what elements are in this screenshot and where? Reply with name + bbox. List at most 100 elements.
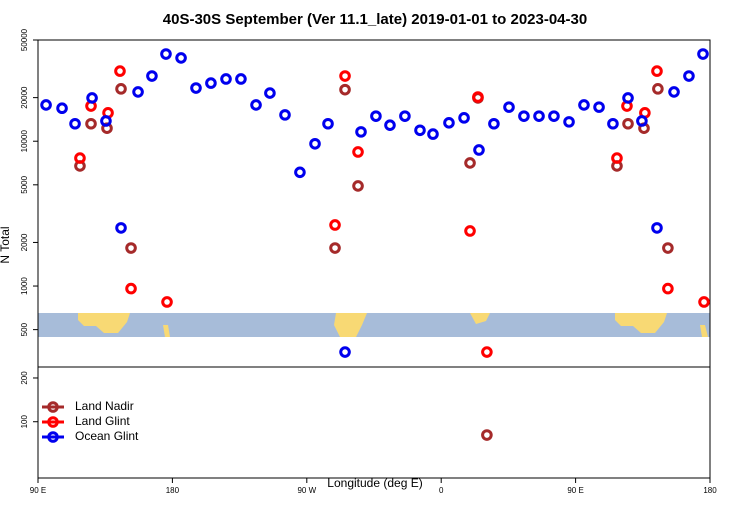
point: [399, 110, 411, 122]
land: [163, 325, 170, 337]
point: [472, 91, 484, 103]
legend-label: Ocean Glint: [75, 429, 139, 443]
point: [370, 110, 382, 122]
point: [611, 152, 623, 164]
point: [294, 166, 306, 179]
ocean: [38, 313, 710, 337]
point: [662, 282, 674, 295]
point: [651, 222, 663, 234]
y-tick-label: 20000: [20, 86, 29, 109]
point: [161, 296, 173, 308]
point: [563, 116, 575, 128]
x-axis-label: Longitude (deg E): [327, 476, 422, 490]
point: [503, 101, 515, 113]
legend-marker: [47, 416, 59, 428]
legend-marker: [47, 431, 59, 443]
y-tick-label: 500: [20, 322, 29, 336]
point: [85, 117, 97, 130]
x-tick-label: 90 E: [567, 486, 583, 495]
point: [697, 48, 709, 60]
point: [100, 115, 112, 127]
point: [481, 346, 493, 358]
point: [683, 70, 695, 82]
point: [622, 92, 634, 104]
point: [464, 225, 476, 237]
point: [464, 157, 476, 169]
y-tick-label: 10000: [20, 130, 29, 153]
point: [355, 126, 367, 138]
y-tick-label: 100: [20, 415, 29, 429]
point: [651, 65, 663, 77]
x-tick-label: 90 E: [30, 486, 46, 495]
legend-marker: [47, 401, 59, 413]
point: [518, 110, 530, 122]
point: [339, 346, 351, 358]
point: [443, 117, 455, 129]
point: [488, 117, 500, 130]
chart-title: 40S-30S September (Ver 11.1_late) 2019-0…: [163, 11, 587, 28]
point: [458, 112, 470, 124]
map-band: [38, 313, 710, 337]
x-tick-label: 90 W: [297, 486, 316, 495]
point: [175, 52, 187, 64]
point: [279, 109, 291, 121]
point: [309, 137, 321, 150]
legend-label: Land Glint: [75, 414, 130, 428]
point: [481, 429, 493, 441]
y-tick-label: 50000: [20, 28, 29, 51]
y-tick-label: 2000: [20, 233, 29, 251]
point: [160, 48, 172, 60]
point: [56, 102, 68, 115]
point: [352, 180, 364, 192]
point: [125, 242, 137, 254]
y-axis-label: N Total: [0, 226, 12, 263]
point: [250, 99, 262, 111]
point: [115, 83, 127, 95]
point: [533, 110, 545, 122]
point: [235, 73, 247, 85]
point: [86, 92, 98, 104]
point: [548, 110, 560, 122]
y-tick-label: 5000: [20, 175, 29, 193]
point: [329, 219, 341, 231]
point: [414, 124, 426, 137]
x-tick-label: 180: [703, 486, 717, 495]
point: [329, 242, 341, 254]
point: [190, 82, 202, 94]
point: [427, 128, 439, 140]
point: [339, 83, 351, 96]
x-tick-label: 180: [166, 486, 180, 495]
point: [132, 86, 144, 98]
point: [114, 65, 126, 77]
point: [40, 99, 52, 111]
point: [115, 222, 127, 234]
point: [652, 83, 664, 95]
point: [352, 146, 364, 158]
point: [636, 115, 648, 127]
point: [668, 86, 680, 98]
plot-frame: [37, 39, 711, 479]
point: [593, 101, 605, 113]
x-tick-label: 0: [439, 486, 444, 495]
y-tick-label: 200: [20, 371, 29, 385]
land: [78, 313, 130, 333]
point: [622, 117, 634, 130]
point: [662, 242, 674, 254]
point: [69, 117, 81, 130]
point: [125, 282, 137, 295]
land: [615, 313, 667, 333]
land: [470, 313, 490, 324]
land: [700, 325, 708, 337]
point: [384, 119, 396, 132]
point: [339, 70, 351, 82]
point: [74, 152, 86, 164]
point: [698, 296, 710, 308]
land: [334, 313, 367, 337]
y-tick-label: 1000: [20, 277, 29, 295]
point: [264, 87, 276, 99]
point: [607, 117, 619, 130]
point: [146, 70, 158, 82]
point: [220, 73, 232, 85]
point: [205, 77, 217, 89]
